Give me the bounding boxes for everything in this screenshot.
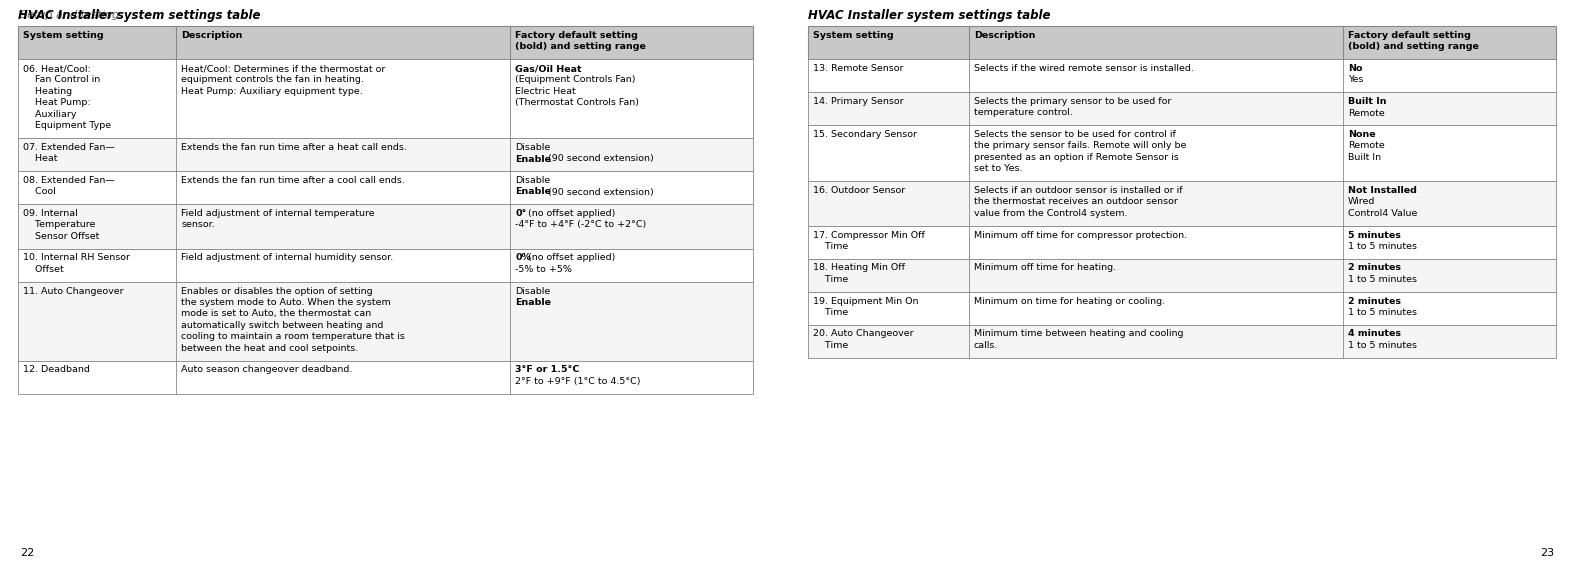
Bar [807,324,1557,358]
Bar [807,125,1557,181]
Text: Selects the sensor to be used for control if
the primary sensor fails. Remote wi: Selects the sensor to be used for contro… [974,130,1187,173]
Text: Yes: Yes [1347,75,1363,84]
Bar [807,225,1557,259]
Bar [807,259,1557,291]
Text: 11. Auto Changeover: 11. Auto Changeover [24,286,124,295]
Bar [807,26,1557,59]
Text: 18. Heating Min Off
    Time: 18. Heating Min Off Time [814,264,905,284]
Text: Enable: Enable [515,187,551,196]
Text: System setting: System setting [814,31,894,40]
Text: Field adjustment of internal temperature
sensor.: Field adjustment of internal temperature… [181,209,375,229]
Text: (90 second extension): (90 second extension) [545,155,653,164]
Text: Built In: Built In [1347,97,1387,106]
Text: 12. Deadband: 12. Deadband [24,366,90,375]
Text: Minimum off time for heating.: Minimum off time for heating. [974,264,1116,272]
Text: System setting: System setting [24,31,104,40]
Text: Minimum off time for compressor protection.: Minimum off time for compressor protecti… [974,230,1187,239]
Text: No: No [1347,64,1363,73]
Text: Description: Description [974,31,1036,40]
Text: 13. Remote Sensor: 13. Remote Sensor [814,64,903,73]
Text: Gas/Oil Heat: Gas/Oil Heat [515,64,582,73]
Text: (no offset applied): (no offset applied) [526,254,615,263]
Text: 2°F to +9°F (1°C to 4.5°C): 2°F to +9°F (1°C to 4.5°C) [515,377,641,386]
Text: 23: 23 [1539,548,1554,558]
Bar [17,138,752,171]
Text: Remote: Remote [1347,109,1385,118]
Text: -5% to +5%: -5% to +5% [515,265,573,274]
Bar [17,204,752,248]
Text: 22: 22 [20,548,35,558]
Text: Factory default setting
(bold) and setting range: Factory default setting (bold) and setti… [515,31,647,52]
Text: HVAC Installer system settings table: HVAC Installer system settings table [807,9,1050,22]
Text: 1 to 5 minutes: 1 to 5 minutes [1347,275,1417,284]
Text: 5 minutes: 5 minutes [1347,230,1401,239]
Text: Extends the fan run time after a heat call ends.: Extends the fan run time after a heat ca… [181,143,408,152]
Text: Description: Description [181,31,242,40]
Text: 4 minutes: 4 minutes [1347,329,1401,338]
Text: Heat/Cool: Determines if the thermostat or
equipment controls the fan in heating: Heat/Cool: Determines if the thermostat … [181,64,386,96]
Text: 09. Internal
    Temperature
    Sensor Offset: 09. Internal Temperature Sensor Offset [24,209,99,241]
Text: 3°F or 1.5°C: 3°F or 1.5°C [515,366,579,375]
Text: 20. Auto Changeover
    Time: 20. Auto Changeover Time [814,329,913,350]
Bar [807,181,1557,225]
Text: Enable: Enable [515,155,551,164]
Text: 14. Primary Sensor: 14. Primary Sensor [814,97,903,106]
Bar [807,59,1557,92]
Text: 10. Internal RH Sensor
    Offset: 10. Internal RH Sensor Offset [24,254,131,274]
Bar [17,26,752,59]
Text: Disable: Disable [515,143,551,152]
Text: (Equipment Controls Fan): (Equipment Controls Fan) [515,75,636,84]
Text: 0°: 0° [515,209,527,218]
Text: (no offset applied): (no offset applied) [526,209,615,218]
Text: (Thermostat Controls Fan): (Thermostat Controls Fan) [515,98,639,108]
Text: Minimum on time for heating or cooling.: Minimum on time for heating or cooling. [974,297,1165,306]
Text: Wired: Wired [1347,198,1376,207]
Text: 0%: 0% [515,254,532,263]
Text: 17. Compressor Min Off
    Time: 17. Compressor Min Off Time [814,230,926,251]
Text: 1 to 5 minutes: 1 to 5 minutes [1347,308,1417,317]
Text: Minimum time between heating and cooling
calls.: Minimum time between heating and cooling… [974,329,1184,350]
Text: Remote: Remote [1347,142,1385,151]
Text: 15. Secondary Sensor: 15. Secondary Sensor [814,130,918,139]
Text: Factory default setting
(bold) and setting range: Factory default setting (bold) and setti… [1347,31,1478,52]
Text: Selects if an outdoor sensor is installed or if
the thermostat receives an outdo: Selects if an outdoor sensor is installe… [974,186,1182,218]
Text: Disable: Disable [515,286,551,295]
Bar [807,291,1557,324]
Text: Selects if the wired remote sensor is installed.: Selects if the wired remote sensor is in… [974,64,1193,73]
Text: 08. Extended Fan—
    Cool: 08. Extended Fan— Cool [24,176,115,196]
Bar [17,248,752,281]
Text: HVAC Installer system settings table: HVAC Installer system settings table [17,9,261,22]
Text: 07. Extended Fan—
    Heat: 07. Extended Fan— Heat [24,143,115,164]
Bar [17,171,752,204]
Text: Auto season changeover deadband.: Auto season changeover deadband. [181,366,353,375]
Bar [17,361,752,393]
Text: Setup and testing: Setup and testing [20,10,120,20]
Text: Field adjustment of internal humidity sensor.: Field adjustment of internal humidity se… [181,254,394,263]
Text: Selects the primary sensor to be used for
temperature control.: Selects the primary sensor to be used fo… [974,97,1171,118]
Text: 06. Heat/Cool:
    Fan Control in
    Heating
    Heat Pump:
    Auxiliary
    E: 06. Heat/Cool: Fan Control in Heating He… [24,64,112,130]
Text: -4°F to +4°F (-2°C to +2°C): -4°F to +4°F (-2°C to +2°C) [515,221,647,229]
Text: 2 minutes: 2 minutes [1347,297,1401,306]
Text: None: None [1347,130,1376,139]
Text: 2 minutes: 2 minutes [1347,264,1401,272]
Text: Enables or disables the option of setting
the system mode to Auto. When the syst: Enables or disables the option of settin… [181,286,405,353]
Text: Control4 Value: Control4 Value [1347,209,1417,218]
Text: 1 to 5 minutes: 1 to 5 minutes [1347,242,1417,251]
Text: Electric Heat: Electric Heat [515,87,576,96]
Text: 19. Equipment Min On
    Time: 19. Equipment Min On Time [814,297,919,317]
Bar [807,92,1557,125]
Text: Extends the fan run time after a cool call ends.: Extends the fan run time after a cool ca… [181,176,405,185]
Bar [17,281,752,361]
Text: Not Installed: Not Installed [1347,186,1417,195]
Text: (90 second extension): (90 second extension) [545,187,653,196]
Text: 16. Outdoor Sensor: 16. Outdoor Sensor [814,186,905,195]
Bar [17,59,752,138]
Text: Enable: Enable [515,298,551,307]
Text: Disable: Disable [515,176,551,185]
Text: 1 to 5 minutes: 1 to 5 minutes [1347,341,1417,350]
Text: Built In: Built In [1347,153,1380,162]
